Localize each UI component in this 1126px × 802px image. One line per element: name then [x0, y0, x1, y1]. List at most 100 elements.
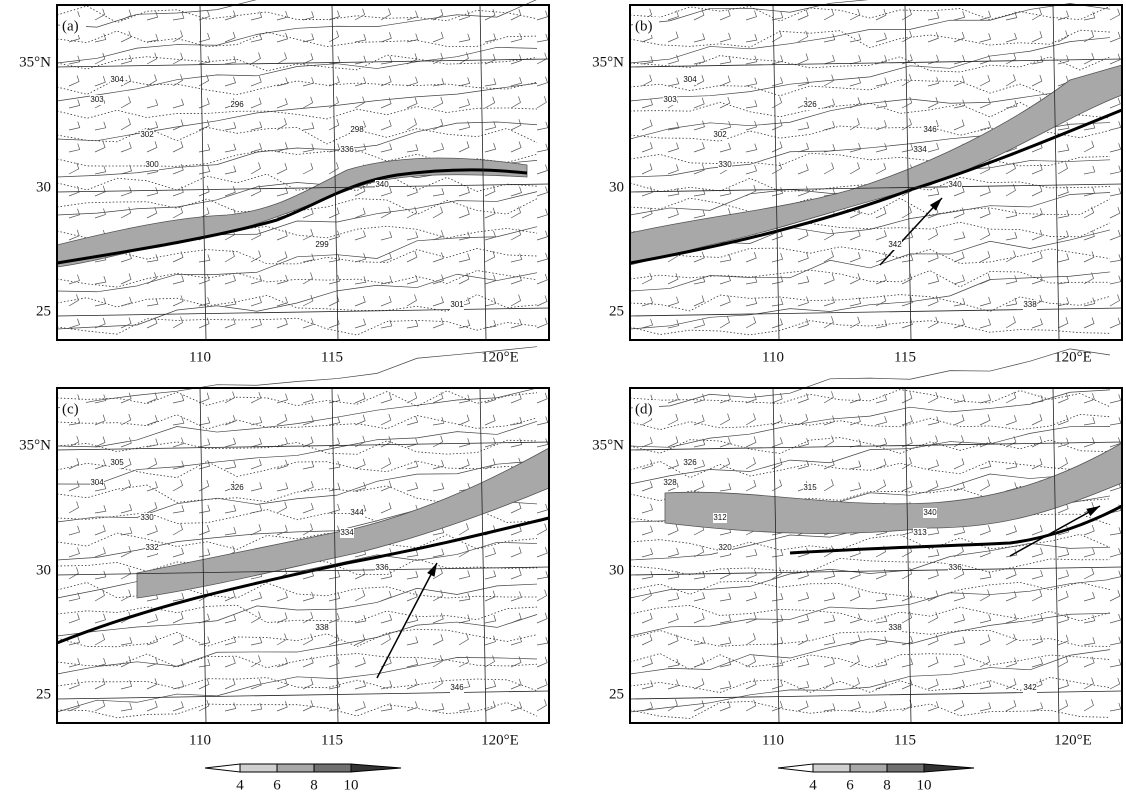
wind-barb — [276, 414, 288, 426]
contour-label: 320 — [718, 543, 732, 552]
wind-barb — [901, 635, 914, 646]
wind-barb — [719, 483, 732, 492]
wind-barb — [224, 10, 236, 21]
wind-barb — [120, 545, 132, 558]
wind-barb — [641, 680, 654, 690]
dotted-contour — [629, 413, 1111, 431]
wind-barb — [953, 613, 966, 624]
wind-barb — [719, 636, 732, 646]
wind-barb — [901, 231, 914, 241]
wind-barb — [1109, 187, 1122, 197]
wind-barb — [1083, 121, 1096, 131]
wind-barb — [328, 76, 340, 87]
dotted-contour — [629, 246, 1111, 264]
wind-barb — [1057, 162, 1068, 175]
wind-barb — [406, 251, 418, 263]
wind-barb — [432, 118, 444, 131]
wind-barb — [94, 524, 106, 536]
wind-barb — [250, 228, 262, 241]
wind-barb — [432, 567, 443, 580]
wind-barb — [510, 635, 522, 646]
wind-barb — [510, 591, 522, 602]
wind-barb — [953, 231, 966, 241]
label-bg — [315, 623, 329, 633]
wind-barb — [719, 75, 731, 87]
wind-barb — [510, 206, 522, 219]
wind-barb — [849, 316, 861, 329]
x-tick-label: 120°E — [1054, 349, 1092, 365]
wind-barb — [693, 9, 705, 21]
wind-barb — [354, 634, 366, 646]
wind-barb — [250, 250, 262, 263]
contour-label: 346 — [450, 683, 464, 692]
label-bg — [375, 180, 389, 190]
wind-barb — [849, 97, 861, 109]
wind-barb — [380, 186, 392, 197]
wind-barb — [797, 163, 809, 175]
wind-barb — [1031, 614, 1044, 624]
wind-barb — [979, 414, 991, 426]
wind-barb — [406, 274, 419, 285]
wind-barb — [120, 479, 132, 492]
wind-barb — [1083, 699, 1094, 712]
wind-barb — [94, 76, 106, 87]
wind-barb — [693, 592, 706, 602]
wind-barb — [1109, 613, 1122, 624]
wind-barb — [979, 546, 991, 558]
wind-barb — [198, 525, 210, 536]
wind-barb — [302, 591, 314, 602]
wind-barb — [120, 141, 132, 153]
wind-barb — [250, 274, 263, 285]
wind-barb — [693, 295, 705, 307]
wind-barb — [328, 612, 340, 624]
wind-barb — [771, 30, 782, 43]
wind-barb — [510, 8, 522, 21]
wind-barb — [172, 547, 184, 558]
wind-barb — [719, 393, 731, 404]
contour-label: 340 — [375, 180, 389, 189]
wind-barb — [510, 141, 522, 153]
wind-barb — [1031, 547, 1043, 558]
wind-barb — [354, 568, 366, 580]
wind-barb — [224, 415, 236, 426]
wind-barb — [849, 251, 861, 263]
wind-barb — [797, 569, 809, 580]
map-frame — [56, 4, 550, 341]
wind-barb — [1057, 253, 1070, 263]
wind-barb — [432, 9, 444, 21]
wind-barb — [719, 253, 732, 263]
wind-barb — [823, 657, 835, 668]
wind-barb — [172, 523, 183, 536]
wind-barb — [797, 318, 809, 329]
wind-barb — [745, 613, 757, 624]
wind-barb — [536, 273, 548, 285]
wind-barb — [250, 611, 261, 624]
wind-barb — [823, 250, 834, 263]
wind-barb — [380, 413, 392, 426]
wind-barb — [198, 165, 211, 175]
wind-barb — [1083, 272, 1094, 285]
meridian — [904, 387, 912, 724]
wind-barb — [406, 658, 419, 668]
wind-barb — [745, 297, 758, 307]
wind-barb — [250, 52, 261, 65]
contour-label: 298 — [350, 125, 364, 134]
wind-barb — [276, 229, 288, 241]
wind-barb — [302, 228, 314, 241]
label-bg — [340, 145, 354, 155]
wind-barb — [901, 590, 913, 602]
wind-barb — [641, 589, 652, 602]
solid-contour — [629, 389, 1111, 448]
wind-barb — [198, 185, 210, 197]
wind-barb — [276, 482, 289, 492]
wind-barb — [1083, 317, 1095, 329]
wind-barb — [771, 567, 782, 580]
wind-barb — [667, 393, 679, 404]
wind-barb — [693, 120, 705, 131]
meridian — [331, 387, 339, 724]
wind-barb — [198, 119, 210, 131]
wind-barb — [901, 74, 912, 87]
wind-barb — [693, 209, 706, 219]
wind-barb — [1005, 11, 1018, 21]
contour-label: 299 — [315, 240, 329, 249]
